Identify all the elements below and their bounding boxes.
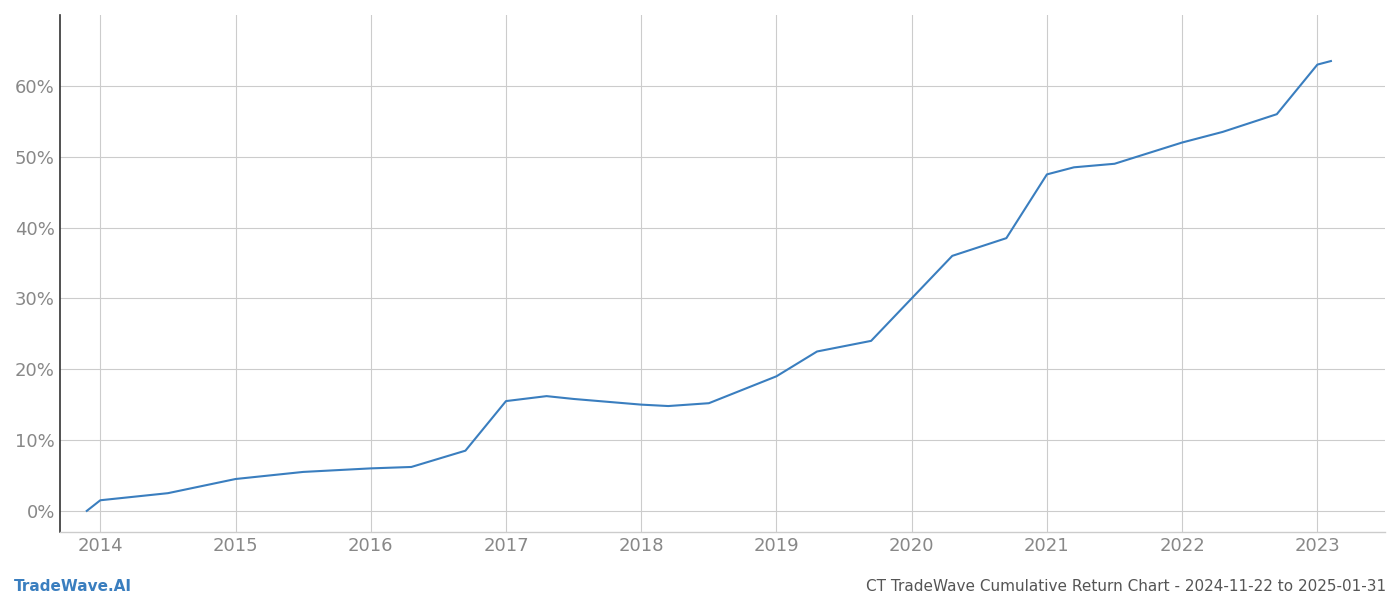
Text: TradeWave.AI: TradeWave.AI xyxy=(14,579,132,594)
Text: CT TradeWave Cumulative Return Chart - 2024-11-22 to 2025-01-31: CT TradeWave Cumulative Return Chart - 2… xyxy=(865,579,1386,594)
